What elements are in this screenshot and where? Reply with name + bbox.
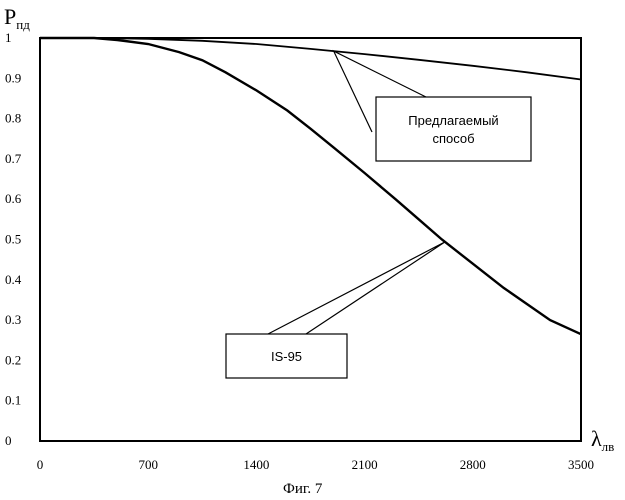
y-tick-label: 0.7 <box>5 151 22 166</box>
y-tick-label: 0.9 <box>5 70 21 85</box>
x-tick-label: 1400 <box>243 457 269 472</box>
y-tick-label: 0.3 <box>5 312 21 327</box>
series-line-is-95 <box>40 38 581 334</box>
y-tick-label: 0.5 <box>5 232 21 247</box>
y-tick-label: 0.8 <box>5 111 21 126</box>
x-tick-label: 0 <box>37 457 44 472</box>
callout-label: способ <box>432 131 474 146</box>
callout-label: IS-95 <box>271 349 302 364</box>
series-layer <box>40 38 581 334</box>
y-tick-label: 0.2 <box>5 352 21 367</box>
y-axis-label-main: P <box>4 4 16 29</box>
y-tick-label: 0.4 <box>5 272 22 287</box>
x-axis-label-main: λ <box>591 426 602 451</box>
y-tick-label: 0.6 <box>5 191 22 206</box>
x-tick-label: 2100 <box>352 457 378 472</box>
callout-label: Предлагаемый <box>408 113 498 128</box>
y-tick-labels: 0 0.1 0.2 0.3 0.4 0.5 0.6 0.7 0.8 0.9 1 <box>5 30 22 448</box>
x-axis-label: λлв <box>591 426 614 454</box>
y-tick-label: 0.1 <box>5 393 21 408</box>
x-tick-labels: 0 700 1400 2100 2800 3500 <box>37 457 594 472</box>
y-tick-label: 1 <box>5 30 12 45</box>
callout-box <box>376 97 531 161</box>
callout-pointer <box>268 242 445 334</box>
figure-caption: Фиг. 7 <box>283 481 323 497</box>
y-axis-label: Pпд <box>4 4 30 32</box>
x-tick-label: 3500 <box>568 457 594 472</box>
y-axis-label-sub: пд <box>16 17 30 32</box>
y-tick-label: 0 <box>5 433 12 448</box>
x-tick-label: 700 <box>138 457 158 472</box>
x-tick-label: 2800 <box>460 457 486 472</box>
x-axis-label-sub: лв <box>602 439 615 454</box>
series-line-proposed-method <box>40 38 581 80</box>
